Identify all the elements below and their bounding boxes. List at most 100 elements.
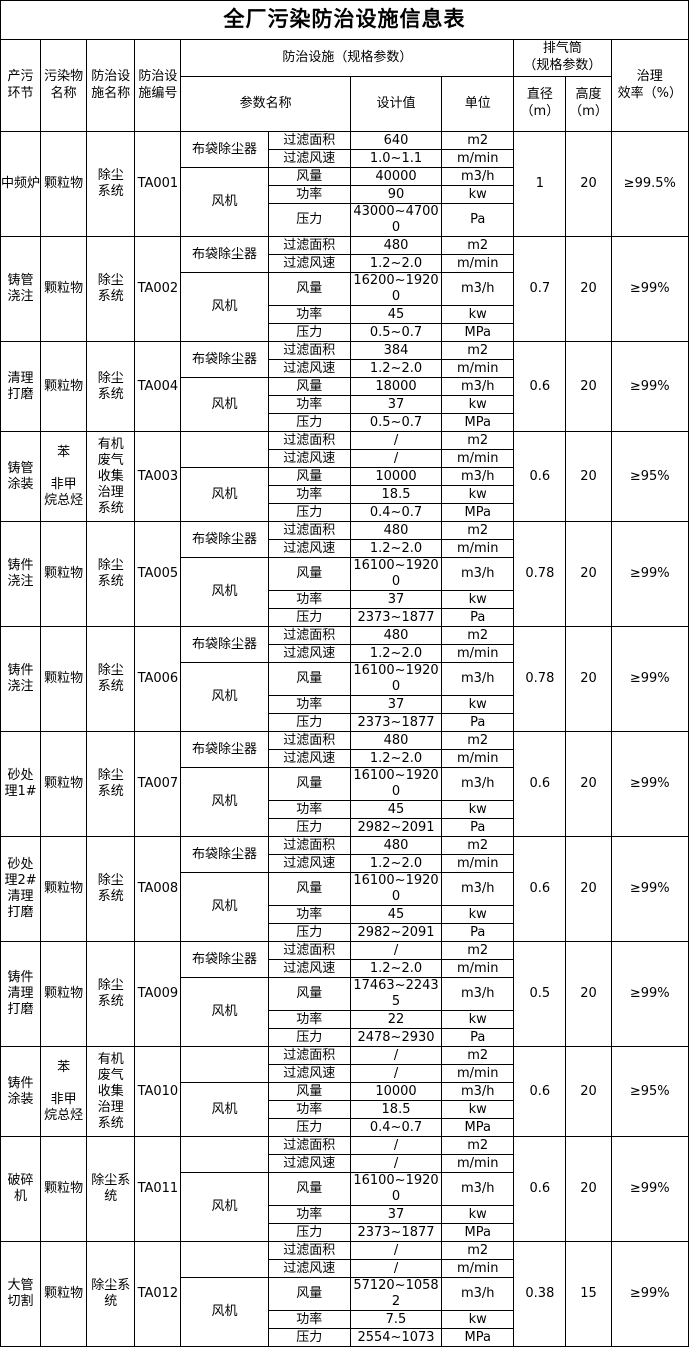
device-name-cell: 风机 [180,767,269,837]
param-name-cell: 过滤风速 [267,149,351,168]
stage-cell: 铸管 涂装 [0,431,42,522]
height-cell: 20 [565,1136,612,1242]
facility-row: 过滤风速 1.2~2.0 m/min [1,749,689,768]
param-name-cell: 功率 [267,695,351,714]
param-name-cell: 过滤风速 [267,1259,351,1278]
design-value-cell: / [349,1064,443,1083]
pollutant-cell: 颗粒物 [40,1241,88,1347]
param-name-cell: 过滤面积 [267,1241,351,1260]
param-name-cell: 风量 [267,662,351,696]
stage-cell: 铸管 浇注 [0,236,42,342]
design-value-cell: 480 [349,836,443,855]
unit-cell: Pa [441,923,515,942]
unit-cell: m3/h [441,767,515,801]
facility-row: 过滤风速 1.2~2.0 m/min [1,959,689,978]
param-name-cell: 功率 [267,1205,351,1224]
unit-cell: m/min [441,254,515,273]
unit-cell: kw [441,1310,515,1329]
unit-cell: m/min [441,749,515,768]
facility-row: 风机 风量 16100~19200 m3/h [1,1172,689,1242]
stage-cell: 大管 切割 [0,1241,42,1347]
unit-cell: kw [441,800,515,819]
design-value-cell: 2373~1877 [349,608,443,627]
efficiency-cell: ≥99% [610,1136,689,1242]
unit-cell: m2 [441,731,515,750]
diameter-cell: 0.6 [513,431,567,522]
facility-name-cell: 除尘 系统 [86,731,136,837]
param-name-cell: 风量 [267,1082,351,1101]
facility-name-cell: 有机 废气 收集 治理 系统 [86,431,136,522]
param-name-cell: 风量 [267,872,351,906]
facility-code-cell: TA012 [134,1241,182,1347]
design-value-cell: 2373~1877 [349,713,443,732]
facility-row: 风机 风量 10000 m3/h [1,467,689,522]
design-value-cell: 2373~1877 [349,1223,443,1242]
unit-cell: Pa [441,203,515,237]
param-name-cell: 过滤风速 [267,644,351,663]
param-name-cell: 过滤面积 [267,341,351,360]
height-cell: 20 [565,731,612,837]
unit-cell: Pa [441,818,515,837]
unit-cell: kw [441,1100,515,1119]
unit-cell: kw [441,1205,515,1224]
pollutant-cell: 颗粒物 [40,131,88,237]
header-diameter: 直径 （m） [513,76,567,132]
facility-name-cell: 除尘系 统 [86,1241,136,1347]
param-name-cell: 过滤面积 [267,731,351,750]
device-name-cell: 风机 [180,1172,269,1242]
unit-cell: kw [441,395,515,414]
unit-cell: MPa [441,1118,515,1137]
unit-cell: MPa [441,503,515,522]
unit-cell: m3/h [441,1277,515,1311]
param-name-cell: 压力 [267,323,351,342]
design-value-cell: 18.5 [349,485,443,504]
facility-row: 功率 37 kw [1,590,689,609]
height-cell: 20 [565,521,612,627]
header-height: 高度 （m） [565,76,612,132]
header-efficiency: 治理 效率（%） [610,39,689,132]
page-title: 全厂污染防治设施信息表 [0,0,689,40]
unit-cell: m2 [441,131,515,150]
facility-row: 砂处 理2# 清理 打磨 颗粒物 除尘 系统 TA008 布袋除尘器 过滤面积 480 m2 0… [0,836,689,942]
facility-row: 破碎 机颗粒物 除尘系 统 TA011 过滤面积 / m2 0.6 20 ≥99% [0,1136,689,1242]
design-value-cell: 1.2~2.0 [349,254,443,273]
unit-cell: m2 [441,626,515,645]
efficiency-cell: ≥99% [610,521,689,627]
param-name-cell: 过滤风速 [267,359,351,378]
design-value-cell: 2982~2091 [349,818,443,837]
design-value-cell: / [349,1136,443,1155]
design-value-cell: 16100~19200 [349,1172,443,1206]
param-name-cell: 风量 [267,1172,351,1206]
stage-cell: 铸件 浇注 [0,521,42,627]
design-value-cell: 1.2~2.0 [349,359,443,378]
design-value-cell: 10000 [349,1082,443,1101]
design-value-cell: 16100~19200 [349,767,443,801]
facility-row: 风机 风量 40000 m3/h [1,167,689,237]
unit-cell: MPa [441,1328,515,1347]
facility-name-cell: 除尘系 统 [86,1136,136,1242]
pollutant-cell: 颗粒物 [40,521,88,627]
facility-row: 压力 0.4~0.7 MPa [1,1118,689,1137]
param-name-cell: 功率 [267,485,351,504]
design-value-cell: 90 [349,185,443,204]
facility-row: 过滤风速 1.2~2.0 m/min [1,644,689,663]
device-name-cell: 风机 [180,272,269,342]
design-value-cell: 2982~2091 [349,923,443,942]
design-value-cell: 22 [349,1010,443,1029]
device-name-cell [180,1136,269,1173]
param-name-cell: 功率 [267,395,351,414]
diameter-cell: 0.6 [513,1046,567,1137]
facility-code-cell: TA010 [134,1046,182,1137]
device-name-cell: 风机 [180,377,269,432]
design-value-cell: 1.2~2.0 [349,644,443,663]
facility-row: 风机 风量 16200~19200 m3/h [1,272,689,342]
efficiency-cell: ≥99% [610,836,689,942]
device-name-cell: 布袋除尘器 [180,626,269,663]
param-name-cell: 过滤风速 [267,449,351,468]
facility-row: 铸件 清理 打磨 颗粒物 除尘 系统 TA009 布袋除尘器 过滤面积 / m2 0.5 20 ≥9… [0,941,689,1047]
pollutant-cell: 颗粒物 [40,341,88,432]
design-value-cell: / [349,1046,443,1065]
design-value-cell: 1.0~1.1 [349,149,443,168]
device-name-cell: 布袋除尘器 [180,941,269,978]
facility-row: 过滤风速 1.2~2.0 m/min [1,359,689,378]
